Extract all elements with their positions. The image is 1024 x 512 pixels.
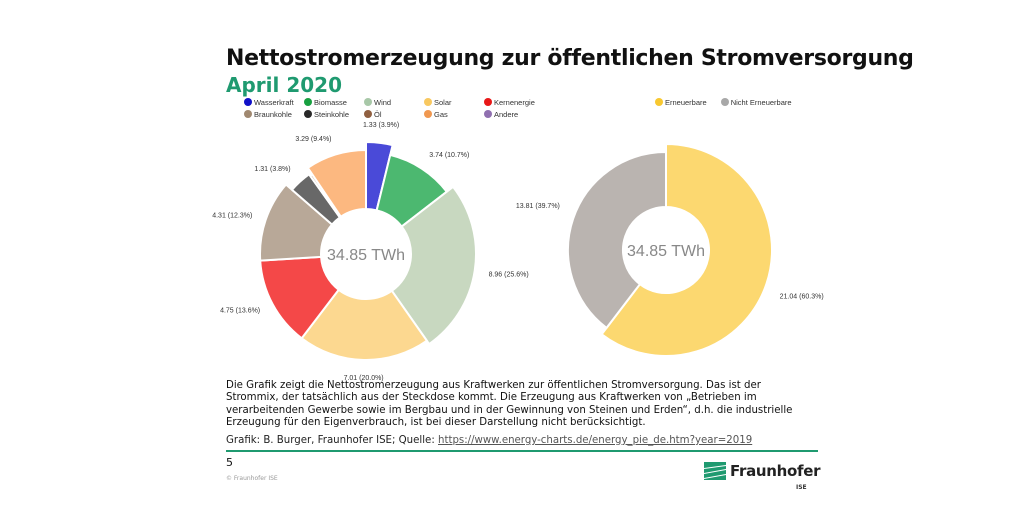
legend-row: Wasserkraft Biomasse Wind Solar Kernenergie: [244, 96, 544, 108]
source-link[interactable]: https://www.energy-charts.de/energy_pie_…: [438, 435, 753, 446]
legend-label: Solar: [434, 97, 452, 107]
legend-label: Steinkohle: [314, 109, 350, 119]
donut-chart-2: 21.04 (60.3%) 13.81 (39.7%) 34.85 TWh: [516, 143, 824, 357]
copyright-text: © Fraunhofer ISE: [226, 475, 278, 482]
legend-swatch: [484, 110, 492, 118]
legend-swatch: [304, 110, 312, 118]
legend-item[interactable]: Braunkohle: [244, 110, 304, 119]
legend-swatch: [364, 98, 372, 106]
slice-erneuerbare[interactable]: [600, 143, 773, 357]
legend-label: Wind: [374, 97, 392, 107]
legend-label: Andere: [494, 109, 519, 119]
slice-label: 7.01 (20.0%): [344, 375, 384, 382]
donut-chart-1: 1.33 (3.9%) 3.74 (10.7%) 8.96 (25.6%) 7.01 …: [212, 122, 528, 382]
legend-label: Wasserkraft: [254, 97, 294, 107]
center-total-label: 34.85 TWh: [627, 243, 705, 260]
legend-item[interactable]: Andere: [484, 110, 544, 119]
logo-subtext: ISE: [796, 484, 807, 491]
slice-label: 1.33 (3.9%): [363, 122, 399, 129]
legend-swatch: [424, 110, 432, 118]
slice-label: 3.74 (10.7%): [429, 152, 469, 159]
logo-text: Fraunhofer: [730, 462, 821, 480]
legend-label: Braunkohle: [254, 109, 292, 119]
legend-label: Öl: [374, 109, 382, 119]
legend-swatch: [244, 98, 252, 106]
legend-label: Nicht Erneuerbare: [730, 97, 792, 107]
legend-energy-sources: Wasserkraft Biomasse Wind Solar Kernenergie B…: [244, 96, 544, 120]
slice-gas[interactable]: [306, 149, 367, 218]
legend-item[interactable]: Solar: [424, 98, 484, 107]
legend-label: Biomasse: [314, 97, 347, 107]
legend-swatch: [720, 98, 729, 106]
slice-label: 4.75 (13.6%): [220, 308, 260, 315]
legend-row: Braunkohle Steinkohle Öl Gas Andere: [244, 108, 544, 120]
legend-label: Gas: [434, 109, 448, 119]
slice-solar[interactable]: [300, 288, 428, 361]
legend-item[interactable]: Steinkohle: [304, 110, 364, 119]
slice-label: 13.81 (39.7%): [516, 203, 560, 210]
slice-label: 1.31 (3.8%): [254, 166, 290, 173]
footer-divider: [226, 450, 818, 452]
slice-label: 21.04 (60.3%): [780, 293, 824, 300]
legend-item[interactable]: Wasserkraft: [244, 98, 304, 107]
slice-label: 4.31 (12.3%): [212, 213, 252, 220]
legend-item[interactable]: Biomasse: [304, 98, 364, 107]
slice-label: 8.96 (25.6%): [489, 272, 529, 279]
legend-item[interactable]: Gas: [424, 110, 484, 119]
legend-item[interactable]: Nicht Erneuerbare: [720, 97, 792, 107]
slice-wind[interactable]: [390, 185, 477, 346]
legend-label: Kernenergie: [494, 97, 535, 107]
legend-swatch: [364, 110, 372, 118]
description-text: Die Grafik zeigt die Nettostromerzeugung…: [226, 380, 793, 429]
slice-nicht-erneuerbare[interactable]: [567, 151, 667, 329]
legend-swatch: [424, 98, 432, 106]
legend-item[interactable]: Kernenergie: [484, 98, 544, 107]
legend-label: Erneuerbare: [665, 97, 707, 107]
legend-item[interactable]: Öl: [364, 110, 424, 119]
fraunhofer-logo: Fraunhofer: [704, 462, 821, 480]
slice-braunkohle[interactable]: [259, 183, 334, 262]
slide-title: Nettostromerzeugung zur öffentlichen Str…: [226, 46, 914, 71]
legend-swatch: [655, 98, 663, 106]
slice-label: 3.29 (9.4%): [295, 136, 331, 143]
legend-swatch: [244, 110, 252, 118]
legend-swatch: [304, 98, 312, 106]
legend-renewable: Erneuerbare Nicht Erneuerbare: [655, 96, 802, 108]
center-total-label: 34.85 TWh: [327, 247, 405, 264]
source-line: Grafik: B. Burger, Fraunhofer ISE; Quell…: [226, 435, 752, 446]
legend-item[interactable]: Wind: [364, 98, 424, 107]
fraunhofer-logo-icon: [704, 462, 726, 480]
legend-item[interactable]: Erneuerbare: [655, 98, 707, 107]
legend-row: Erneuerbare Nicht Erneuerbare: [655, 96, 802, 108]
page-number: 5: [226, 456, 233, 469]
source-prefix: Grafik: B. Burger, Fraunhofer ISE; Quell…: [226, 435, 438, 446]
slide-subtitle: April 2020: [226, 73, 342, 97]
legend-swatch: [484, 98, 492, 106]
